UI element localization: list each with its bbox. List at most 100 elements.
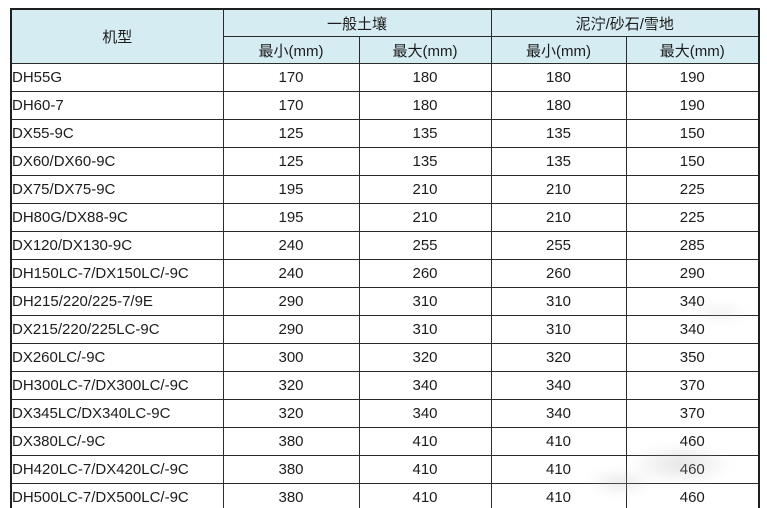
- value-cell: 255: [490, 231, 627, 260]
- value-cell: 135: [490, 147, 627, 176]
- value-cell: 125: [222, 119, 360, 148]
- model-cell: DX55-9C: [10, 119, 224, 148]
- value-cell: 135: [358, 147, 492, 176]
- value-cell: 340: [490, 399, 627, 428]
- model-cell: DH60-7: [10, 91, 224, 120]
- value-cell: 135: [358, 119, 492, 148]
- value-cell: 320: [490, 343, 627, 372]
- value-cell: 410: [490, 455, 627, 484]
- value-cell: 255: [358, 231, 492, 260]
- header-row-subcolumns: 最小(mm) 最大(mm) 最小(mm) 最大(mm): [11, 36, 760, 64]
- table-row: DX55-9C 125 135 135 150: [10, 119, 760, 148]
- column-header-mud-max: 最大(mm): [625, 36, 760, 64]
- model-cell: DH500LC-7/DX500LC/-9C: [10, 483, 224, 508]
- value-cell: 460: [625, 427, 760, 456]
- value-cell: 135: [490, 119, 627, 148]
- value-cell: 180: [358, 91, 492, 120]
- value-cell: 125: [222, 147, 360, 176]
- table-row: DX120/DX130-9C 240 255 255 285: [10, 231, 760, 260]
- value-cell: 290: [222, 287, 360, 316]
- value-cell: 180: [490, 63, 627, 92]
- table-row: DX215/220/225LC-9C 290 310 310 340: [10, 315, 760, 344]
- value-cell: 300: [222, 343, 360, 372]
- value-cell: 195: [222, 175, 360, 204]
- column-header-general-min: 最小(mm): [222, 36, 360, 64]
- column-header-mud-min: 最小(mm): [490, 36, 627, 64]
- model-cell: DX75/DX75-9C: [10, 175, 224, 204]
- value-cell: 310: [490, 315, 627, 344]
- table-row: DX60/DX60-9C 125 135 135 150: [10, 147, 760, 176]
- value-cell: 460: [625, 483, 760, 508]
- model-cell: DX60/DX60-9C: [10, 147, 224, 176]
- value-cell: 320: [358, 343, 492, 372]
- value-cell: 210: [490, 203, 627, 232]
- value-cell: 410: [358, 483, 492, 508]
- value-cell: 370: [625, 399, 760, 428]
- value-cell: 195: [222, 203, 360, 232]
- value-cell: 210: [358, 175, 492, 204]
- value-cell: 410: [358, 427, 492, 456]
- value-cell: 260: [490, 259, 627, 288]
- value-cell: 210: [358, 203, 492, 232]
- table-row: DX345LC/DX340LC-9C 320 340 340 370: [10, 399, 760, 428]
- model-cell: DH55G: [10, 63, 224, 92]
- value-cell: 340: [358, 399, 492, 428]
- column-group-general-soil: 一般土壤: [222, 8, 492, 37]
- table-header: 机型 一般土壤 泥泞/砂石/雪地 最小(mm) 最大(mm) 最小(mm) 最大…: [10, 8, 760, 64]
- value-cell: 380: [222, 483, 360, 508]
- track-shoe-width-table: 机型 一般土壤 泥泞/砂石/雪地 最小(mm) 最大(mm) 最小(mm) 最大…: [10, 8, 761, 508]
- value-cell: 380: [222, 455, 360, 484]
- table-row: DX380LC/-9C 380 410 410 460: [10, 427, 760, 456]
- value-cell: 320: [222, 399, 360, 428]
- value-cell: 225: [625, 203, 760, 232]
- model-cell: DH420LC-7/DX420LC/-9C: [10, 455, 224, 484]
- value-cell: 460: [625, 455, 760, 484]
- value-cell: 350: [625, 343, 760, 372]
- model-cell: DH300LC-7/DX300LC/-9C: [10, 371, 224, 400]
- table-row: DH150LC-7/DX150LC/-9C 240 260 260 290: [10, 259, 760, 288]
- value-cell: 320: [222, 371, 360, 400]
- model-cell: DX380LC/-9C: [10, 427, 224, 456]
- value-cell: 340: [625, 287, 760, 316]
- value-cell: 370: [625, 371, 760, 400]
- value-cell: 180: [358, 63, 492, 92]
- model-cell: DX215/220/225LC-9C: [10, 315, 224, 344]
- value-cell: 410: [490, 483, 627, 508]
- value-cell: 260: [358, 259, 492, 288]
- value-cell: 240: [222, 259, 360, 288]
- model-cell: DH150LC-7/DX150LC/-9C: [10, 259, 224, 288]
- model-cell: DX120/DX130-9C: [10, 231, 224, 260]
- value-cell: 310: [358, 287, 492, 316]
- column-group-mud-gravel-snow: 泥泞/砂石/雪地: [490, 8, 760, 37]
- value-cell: 180: [490, 91, 627, 120]
- value-cell: 150: [625, 119, 760, 148]
- value-cell: 380: [222, 427, 360, 456]
- value-cell: 190: [625, 63, 760, 92]
- table-row: DX75/DX75-9C 195 210 210 225: [10, 175, 760, 204]
- value-cell: 310: [490, 287, 627, 316]
- value-cell: 285: [625, 231, 760, 260]
- model-cell: DX345LC/DX340LC-9C: [10, 399, 224, 428]
- value-cell: 340: [625, 315, 760, 344]
- value-cell: 340: [490, 371, 627, 400]
- value-cell: 410: [490, 427, 627, 456]
- value-cell: 290: [625, 259, 760, 288]
- value-cell: 170: [222, 63, 360, 92]
- table-row: DH55G 170 180 180 190: [10, 63, 760, 92]
- value-cell: 170: [222, 91, 360, 120]
- model-cell: DH215/220/225-7/9E: [10, 287, 224, 316]
- value-cell: 225: [625, 175, 760, 204]
- model-cell: DH80G/DX88-9C: [10, 203, 224, 232]
- value-cell: 310: [358, 315, 492, 344]
- column-header-general-max: 最大(mm): [358, 36, 492, 64]
- value-cell: 150: [625, 147, 760, 176]
- column-header-model: 机型: [10, 8, 224, 64]
- table-row: DX260LC/-9C 300 320 320 350: [10, 343, 760, 372]
- value-cell: 190: [625, 91, 760, 120]
- header-row-groups: 机型 一般土壤 泥泞/砂石/雪地: [10, 8, 760, 64]
- table-body: DH55G 170 180 180 190 DH60-7 170 180 180…: [10, 63, 760, 508]
- table-row: DH80G/DX88-9C 195 210 210 225: [10, 203, 760, 232]
- table-row: DH60-7 170 180 180 190: [10, 91, 760, 120]
- value-cell: 240: [222, 231, 360, 260]
